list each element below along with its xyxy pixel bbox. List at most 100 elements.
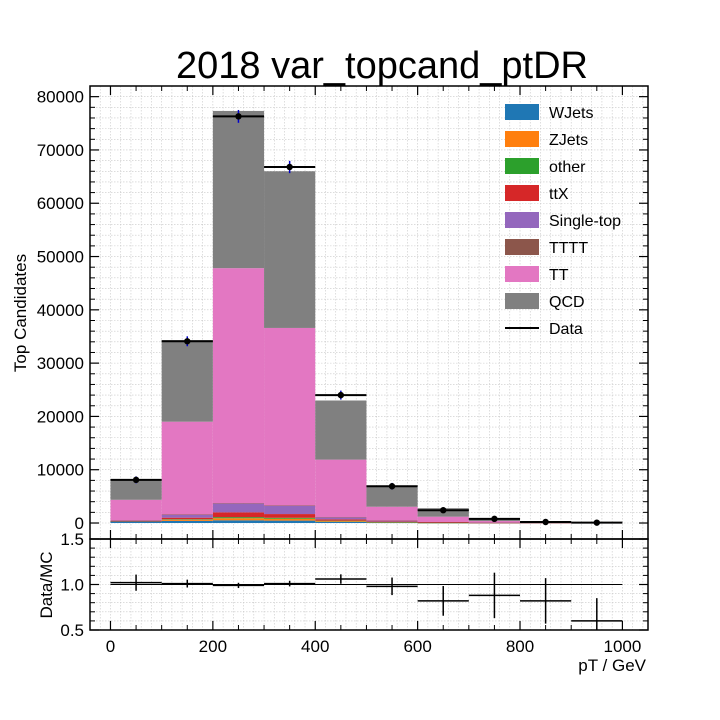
legend: WJetsZJetsotherttXSingle-topTTTTTTQCDDat… [505, 104, 621, 338]
bar-single-top [264, 505, 316, 515]
bar-wjets [212, 520, 265, 524]
bar-zjets [212, 518, 265, 521]
x-tick-label: 1000 [603, 637, 641, 656]
bar-tttt [161, 514, 213, 515]
y-tick-label: 50000 [37, 248, 84, 267]
y-tick-label: 30000 [37, 354, 84, 373]
bar-ttx [264, 514, 316, 518]
y-tick-label: 40000 [37, 301, 84, 320]
ratio-tick-label: 1.0 [60, 576, 84, 595]
data-point [132, 476, 140, 484]
bar-ttx [110, 520, 162, 522]
bar-tt [264, 327, 316, 506]
legend-swatch-other [505, 158, 539, 174]
bar-tttt [110, 520, 162, 522]
bar-other [212, 517, 265, 519]
data-point [286, 163, 293, 171]
y-tick-label: 10000 [37, 461, 84, 480]
chart-title: 2018 var_topcand_ptDR [176, 45, 588, 87]
legend-label-zjets: ZJets [549, 132, 588, 149]
bar-qcd [315, 400, 367, 460]
y-tick-label: 80000 [37, 88, 84, 107]
legend-label-data: Data [549, 321, 583, 338]
legend-label-tttt: TTTT [549, 240, 588, 257]
legend-swatch-tttt [505, 239, 539, 255]
bar-other [161, 519, 213, 520]
x-tick-label: 400 [301, 637, 329, 656]
legend-label-other: other [549, 159, 586, 176]
bar-single-top [212, 503, 265, 513]
bar-ttx [315, 519, 367, 521]
y-axis-label: Top Candidates [11, 254, 30, 372]
bar-wjets [366, 522, 418, 524]
bar-tt [110, 499, 162, 521]
data-point [184, 338, 191, 345]
bar-other [264, 517, 316, 519]
y-tick-label: 0 [75, 514, 84, 533]
data-point [440, 507, 447, 514]
bar-tttt [468, 522, 521, 524]
bar-tttt [212, 503, 265, 504]
x-tick-label: 600 [403, 637, 431, 656]
data-point [542, 518, 549, 526]
legend-swatch-zjets [505, 131, 539, 147]
bar-wjets [264, 520, 316, 524]
legend-swatch-qcd [505, 293, 539, 309]
data-point [235, 113, 242, 120]
ratio-tick-label: 0.5 [60, 621, 84, 640]
bar-single-top [366, 520, 418, 522]
y-tick-label: 20000 [37, 407, 84, 426]
y-tick-label: 60000 [37, 194, 84, 213]
legend-label-single-top: Single-top [549, 213, 621, 230]
bar-ttx [366, 521, 418, 523]
bar-tt [315, 459, 367, 518]
bar-tttt [264, 505, 316, 506]
bar-other [315, 520, 367, 522]
legend-label-ttx: ttX [549, 186, 569, 203]
data-point [337, 391, 345, 399]
bar-tttt [417, 522, 469, 523]
axis-ticks [90, 85, 649, 631]
bar-other [366, 522, 418, 523]
legend-label-qcd: QCD [549, 294, 585, 311]
bar-ttx [212, 512, 265, 518]
bar-qcd [161, 340, 213, 422]
data-point [593, 519, 601, 526]
bar-qcd [366, 487, 418, 507]
ratio-points [110, 572, 623, 630]
bar-zjets [264, 518, 316, 521]
bar-qcd [110, 479, 162, 500]
bar-tttt [315, 517, 367, 518]
bar-ttx [161, 517, 213, 520]
legend-label-wjets: WJets [549, 105, 593, 122]
legend-swatch-single-top [505, 212, 539, 228]
legend-swatch-wjets [505, 104, 539, 120]
ratio-axis-label: Data/MC [37, 551, 56, 618]
x-tick-label: 0 [106, 637, 115, 656]
bar-tt [417, 516, 469, 523]
bar-qcd [264, 171, 316, 328]
bar-wjets [110, 521, 162, 524]
x-axis-label: pT / GeV [578, 656, 646, 675]
bar-single-top [161, 514, 213, 518]
bar-zjets [315, 521, 367, 522]
ratio-tick-label: 1.5 [60, 530, 84, 549]
bar-zjets [161, 519, 213, 521]
data-point [388, 483, 396, 490]
data-points [110, 109, 623, 526]
x-tick-label: 200 [199, 637, 227, 656]
y-tick-label: 70000 [37, 141, 84, 160]
data-point [491, 515, 498, 523]
x-tick-label: 800 [506, 637, 534, 656]
bar-tt [366, 506, 418, 521]
legend-swatch-ttx [505, 185, 539, 201]
stack-bars [110, 110, 623, 524]
bar-ttx [417, 522, 469, 523]
bar-wjets [315, 521, 367, 524]
bar-wjets [161, 520, 213, 524]
tick-labels: 0 200 400 600 800 100001000020000300004000050… [37, 88, 642, 656]
ratio-plot-frame [89, 538, 649, 631]
bar-single-top [315, 517, 367, 520]
bar-tt [161, 421, 213, 515]
